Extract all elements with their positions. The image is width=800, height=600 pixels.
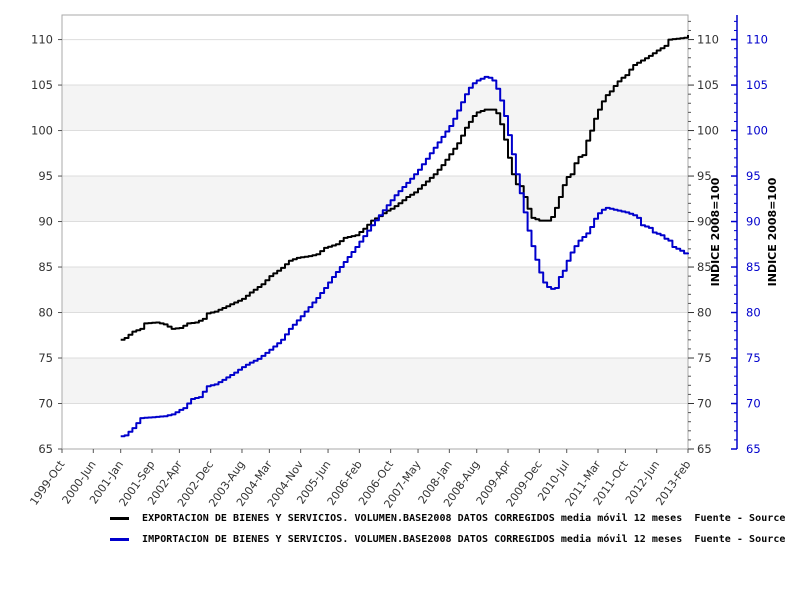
x-axis: 1999-Oct2000-Jun2001-Jan2001-Sep2002-Apr… (27, 449, 693, 511)
svg-text:90: 90 (38, 215, 53, 229)
svg-text:80: 80 (746, 306, 761, 320)
exports-legend-label: EXPORTACION DE BIENES Y SERVICIOS. VOLUM… (142, 513, 786, 524)
exports-line-swatch (110, 517, 129, 520)
svg-text:105: 105 (697, 78, 719, 92)
svg-text:110: 110 (746, 33, 768, 47)
svg-text:70: 70 (38, 397, 53, 411)
plot-border (61, 14, 689, 450)
svg-text:75: 75 (697, 351, 712, 365)
imports-series-line (120, 75, 689, 438)
plot-bands (62, 85, 688, 404)
svg-text:80: 80 (697, 306, 712, 320)
svg-text:70: 70 (746, 397, 761, 411)
svg-text:85: 85 (746, 260, 761, 274)
svg-text:65: 65 (38, 442, 53, 456)
svg-text:75: 75 (38, 351, 53, 365)
svg-text:95: 95 (697, 169, 712, 183)
exports-series-line (120, 35, 689, 341)
svg-text:85: 85 (38, 260, 53, 274)
svg-text:105: 105 (746, 78, 768, 92)
svg-text:90: 90 (746, 215, 761, 229)
right-axis-blue: 65 70 75 80 85 90 95 100 105 110 INDICE 2008=100 (731, 15, 779, 456)
svg-text:85: 85 (697, 260, 712, 274)
svg-text:70: 70 (697, 397, 712, 411)
svg-text:75: 75 (746, 351, 761, 365)
svg-text:105: 105 (31, 78, 53, 92)
imports-legend-label: IMPORTACION DE BIENES Y SERVICIOS. VOLUM… (142, 534, 786, 545)
svg-text:95: 95 (38, 169, 53, 183)
svg-text:95: 95 (746, 169, 761, 183)
legend-item-imports: IMPORTACION DE BIENES Y SERVICIOS. VOLUM… (0, 529, 800, 550)
svg-text:110: 110 (31, 33, 53, 47)
legend-item-exports: EXPORTACION DE BIENES Y SERVICIOS. VOLUM… (0, 508, 800, 529)
svg-text:100: 100 (697, 124, 719, 138)
svg-text:65: 65 (746, 442, 761, 456)
svg-text:100: 100 (746, 124, 768, 138)
right-axis-black: 65 70 75 80 85 90 95 100 105 110 INDICE 2008=100 (688, 20, 722, 456)
svg-text:90: 90 (697, 215, 712, 229)
right-axis-black-title: INDICE 2008=100 (709, 177, 722, 286)
chart-legend: EXPORTACION DE BIENES Y SERVICIOS. VOLUM… (0, 508, 800, 550)
right-axis-blue-title: INDICE 2008=100 (766, 177, 779, 286)
imports-line-swatch (110, 538, 129, 541)
svg-text:65: 65 (697, 442, 712, 456)
left-axis: 65 70 75 80 85 90 95 100 105 110 (31, 33, 62, 456)
svg-text:100: 100 (31, 124, 53, 138)
svg-text:80: 80 (38, 306, 53, 320)
svg-text:110: 110 (697, 33, 719, 47)
